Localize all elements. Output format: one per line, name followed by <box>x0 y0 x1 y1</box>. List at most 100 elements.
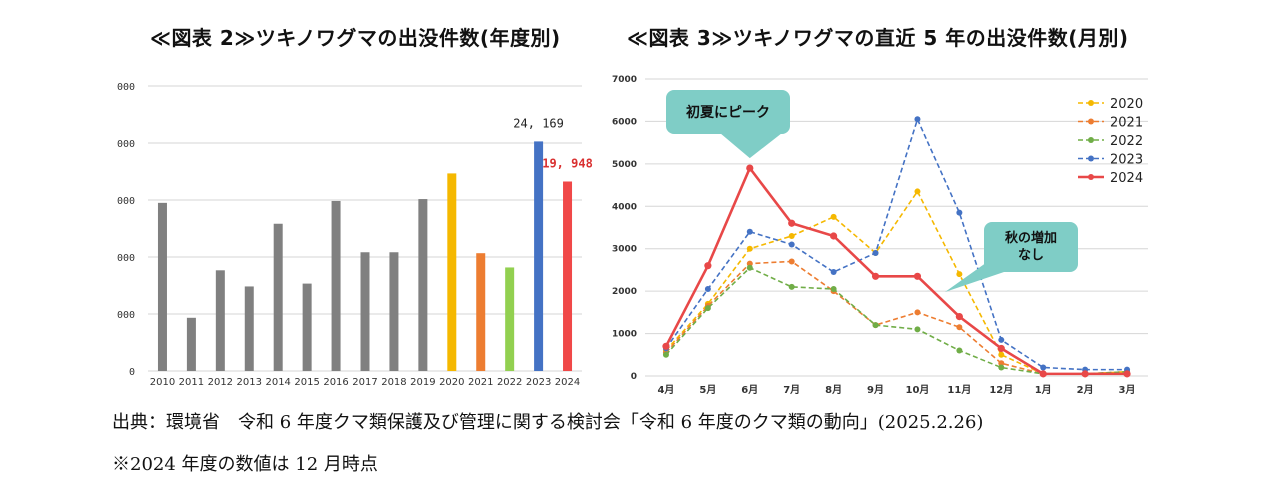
point-2020-12月 <box>998 351 1005 358</box>
y-tick-label: 000 <box>117 310 135 321</box>
x-tick-label: 2020 <box>439 377 464 388</box>
x-tick-label: 2018 <box>381 377 406 388</box>
legend-marker-2022 <box>1088 137 1094 143</box>
bar-2011 <box>186 317 196 371</box>
bar-chart-title: ≪図表 2≫ツキノワグマの出没件数(年度別) <box>150 26 561 50</box>
bar-2020 <box>447 173 457 371</box>
x-tick-label: 2022 <box>497 377 522 388</box>
x-tick-label: 1月 <box>1035 384 1052 396</box>
x-tick-label: 11月 <box>947 384 971 396</box>
point-2022-12月 <box>998 364 1005 371</box>
point-2022-5月 <box>704 305 711 312</box>
y-tick-label: 0 <box>631 372 637 382</box>
bar-2022 <box>505 267 515 371</box>
legend-marker-2020 <box>1088 100 1094 106</box>
y-tick-label: 000 <box>117 82 135 93</box>
point-2022-9月 <box>872 322 879 329</box>
x-tick-label: 2017 <box>352 377 377 388</box>
bar-2023 <box>534 141 544 371</box>
y-tick-label: 000 <box>117 139 135 150</box>
y-tick-label: 1000 <box>612 330 637 340</box>
x-tick-label: 4月 <box>657 384 674 396</box>
point-2023-1月 <box>1040 364 1047 371</box>
bar-2010 <box>157 202 167 371</box>
data-label-2024: 19, 948 <box>542 156 593 170</box>
point-2022-4月 <box>662 351 669 358</box>
series-line-2021 <box>665 260 1128 375</box>
point-2020-11月 <box>956 271 963 278</box>
x-tick-label: 2011 <box>179 377 204 388</box>
x-tick-label: 3月 <box>1119 384 1136 396</box>
point-2023-11月 <box>956 209 963 216</box>
x-tick-label: 12月 <box>989 384 1013 396</box>
x-tick-label: 5月 <box>699 384 716 396</box>
point-2024-11月 <box>955 313 963 321</box>
series-line-2024 <box>664 165 1128 376</box>
point-2023-7月 <box>788 241 795 248</box>
x-tick-label: 2021 <box>468 377 493 388</box>
x-tick-label: 6月 <box>741 384 758 396</box>
point-2024-12月 <box>997 344 1005 353</box>
y-tick-label: 4000 <box>612 202 637 212</box>
callout-box-no-autumn-increase <box>984 222 1078 272</box>
point-2024-1月 <box>1039 370 1047 378</box>
legend-marker-2021 <box>1088 118 1094 125</box>
x-tick-label: 9月 <box>867 384 884 396</box>
legend-label-2020: 2020 <box>1110 97 1143 112</box>
point-2023-5月 <box>704 286 711 293</box>
legend-label-2022: 2022 <box>1110 134 1143 149</box>
point-2020-8月 <box>830 213 837 220</box>
x-tick-label: 7月 <box>783 384 800 396</box>
legend-label-2021: 2021 <box>1110 116 1143 131</box>
y-tick-label: 0 <box>129 367 135 378</box>
legend-marker-2023 <box>1088 155 1094 162</box>
point-2024-5月 <box>704 262 712 270</box>
point-2024-6月 <box>746 164 754 172</box>
bar-2024 <box>563 181 573 371</box>
bar-2019 <box>418 199 428 371</box>
x-tick-label: 2016 <box>323 377 348 388</box>
line-chart-title: ≪図表 3≫ツキノワグマの直近 5 年の出没件数(月別) <box>627 26 1129 50</box>
point-2024-8月 <box>830 232 838 240</box>
data-label-2023: 24, 169 <box>513 116 564 130</box>
legend-label-2024: 2024 <box>1110 171 1143 186</box>
x-tick-label: 2015 <box>294 377 319 388</box>
bar-2021 <box>476 253 486 371</box>
x-tick-label: 2024 <box>555 377 580 388</box>
point-2024-2月 <box>1081 370 1089 378</box>
y-tick-label: 000 <box>117 253 135 264</box>
x-tick-label: 2012 <box>208 377 233 388</box>
bar-2016 <box>331 200 341 371</box>
point-2022-7月 <box>788 283 795 290</box>
y-tick-label: 7000 <box>612 75 637 85</box>
x-tick-label: 2010 <box>150 377 175 388</box>
point-2021-11月 <box>956 324 963 331</box>
point-2022-11月 <box>956 347 963 354</box>
bar-2017 <box>360 252 370 371</box>
source-note: 出典：環境省 令和 6 年度クマ類保護及び管理に関する検討会「令和 6 年度のク… <box>112 412 984 433</box>
point-2022-10月 <box>914 326 921 333</box>
line-chart: 0 1000 2000 3000 4000 5000 6000 7000 4月 5月 6月 7月 8月 9… <box>612 75 1148 396</box>
bar-2014 <box>273 223 283 371</box>
point-2021-10月 <box>914 309 921 316</box>
series-line-2023 <box>665 117 1128 371</box>
y-tick-label: 2000 <box>612 287 637 297</box>
point-2023-6月 <box>746 228 753 235</box>
callout-text-early-summer-peak: 初夏にピーク <box>686 104 770 121</box>
bar-2015 <box>302 283 312 371</box>
bar-2013 <box>244 286 254 371</box>
point-2020-6月 <box>746 245 753 252</box>
point-2021-12月 <box>998 360 1005 367</box>
y-tick-label: 000 <box>117 196 135 207</box>
callout-box-early-summer-peak <box>666 90 790 134</box>
x-tick-label: 2013 <box>237 377 262 388</box>
x-tick-label: 10月 <box>905 384 929 396</box>
x-tick-label: 2023 <box>526 377 551 388</box>
footnote: ※2024 年度の数値は 12 月時点 <box>112 454 378 475</box>
point-2023-8月 <box>830 269 837 276</box>
point-2024-3月 <box>1123 370 1131 378</box>
point-2024-10月 <box>913 272 922 280</box>
point-2024-7月 <box>788 219 796 227</box>
x-tick-label: 8月 <box>825 384 842 396</box>
